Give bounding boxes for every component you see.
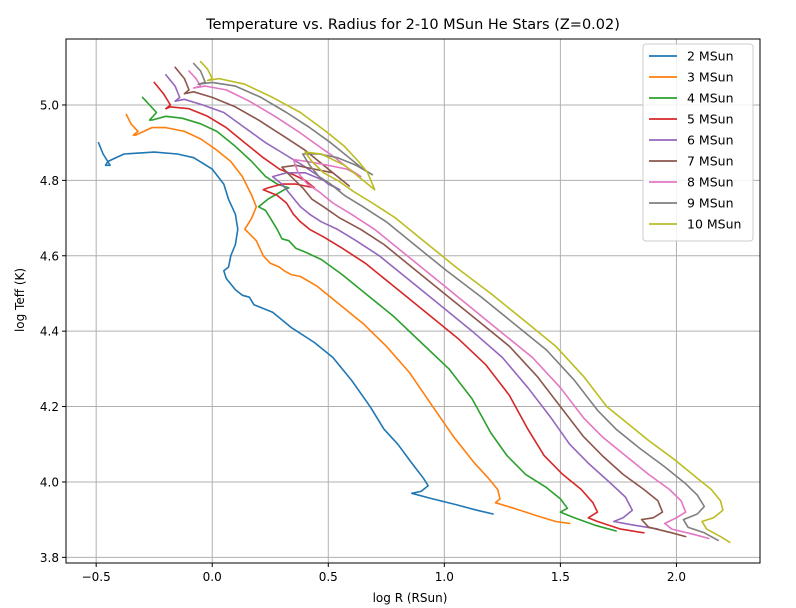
x-axis-label: log R (RSun) (373, 591, 448, 605)
x-tick-label: −0.5 (82, 570, 111, 584)
y-tick-label: 4.0 (40, 475, 59, 489)
y-tick-label: 4.4 (40, 325, 59, 339)
legend-label-9: 10 MSun (687, 217, 741, 232)
legend-label-1: 2 MSun (687, 49, 734, 64)
series-lines (97, 60, 731, 544)
x-tick-label: 0.5 (319, 570, 338, 584)
legend-label-7: 8 MSun (687, 175, 734, 190)
y-axis-label: log Teff (K) (13, 268, 27, 332)
x-tick-label: 2.0 (667, 570, 686, 584)
y-tick-label: 5.0 (40, 98, 59, 112)
chart-title: Temperature vs. Radius for 2-10 MSun He … (205, 17, 620, 33)
series-line-6 (174, 66, 687, 538)
y-tick-label: 4.6 (40, 249, 59, 263)
x-tick-label: 1.5 (551, 570, 570, 584)
grid (66, 39, 760, 563)
y-tick-label: 4.8 (40, 174, 59, 188)
legend: 2 MSun 3 MSun 4 MSun 5 MSun 6 MSun 7 MSun 8 MS… (642, 43, 754, 242)
legend-label-2: 3 MSun (687, 70, 734, 85)
series-line-1 (97, 141, 494, 515)
plot-frame (65, 38, 761, 564)
series-line-3 (141, 96, 617, 532)
y-tick-label: 4.2 (40, 400, 59, 414)
legend-label-4: 5 MSun (687, 112, 734, 127)
series-line-8 (192, 62, 720, 542)
series-line-2 (125, 113, 571, 525)
legend-label-8: 9 MSun (687, 196, 734, 211)
x-tick-label: 0.0 (203, 570, 222, 584)
legend-box (642, 43, 754, 242)
series-line-9 (199, 60, 731, 544)
legend-label-5: 6 MSun (687, 133, 734, 148)
x-tick-label: 1.0 (435, 570, 454, 584)
y-tick-label: 3.8 (40, 551, 59, 565)
series-line-5 (165, 74, 659, 530)
series-line-7 (188, 70, 710, 540)
legend-label-6: 7 MSun (687, 154, 734, 169)
series-line-4 (153, 81, 645, 534)
axis-ticks: −0.5 0.0 0.5 1.0 1.5 2.0 3.8 4.0 4.2 4.4 4.6 4.8 5.0 (40, 98, 686, 584)
legend-label-3: 4 MSun (687, 91, 734, 106)
